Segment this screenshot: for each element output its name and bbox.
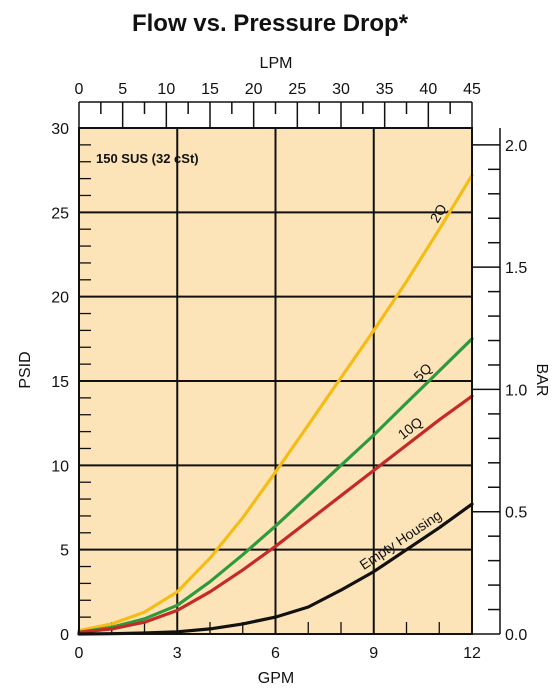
y-tick-label: 5 xyxy=(60,543,69,560)
x-tick-label: 12 xyxy=(463,645,481,662)
series-lines xyxy=(77,173,474,636)
top-axis: 0 5 10 15 20 25 30 35 40 45 xyxy=(75,81,481,128)
y-tick-label: 0 xyxy=(60,627,69,644)
chart-title: Flow vs. Pressure Drop* xyxy=(132,10,409,37)
y-tick-label: 30 xyxy=(51,121,69,138)
y2-tick-label: 1.0 xyxy=(505,382,527,399)
y2-tick-label: 0.0 xyxy=(505,627,527,644)
series-line-1 xyxy=(77,337,474,634)
x2-tick-label: 45 xyxy=(463,81,481,98)
top-axis-label: LPM xyxy=(260,55,293,72)
x2-tick-label: 10 xyxy=(157,81,175,98)
x2-tick-label: 40 xyxy=(419,81,437,98)
series-line-0 xyxy=(77,173,474,633)
bottom-axis-label: GPM xyxy=(258,670,294,687)
y-tick-label: 20 xyxy=(51,290,69,307)
x2-tick-label: 0 xyxy=(75,81,84,98)
right-axis-label: BAR xyxy=(533,364,550,397)
x2-tick-label: 15 xyxy=(201,81,219,98)
x-tick-label: 9 xyxy=(369,645,378,662)
y2-tick-label: 0.5 xyxy=(505,505,527,522)
series-line-2 xyxy=(77,394,474,634)
x2-tick-label: 35 xyxy=(376,81,394,98)
x2-tick-label: 30 xyxy=(332,81,350,98)
x-tick-label: 3 xyxy=(173,645,182,662)
y2-tick-label: 2.0 xyxy=(505,138,527,155)
y2-tick-label: 1.5 xyxy=(505,260,527,277)
bottom-axis-ticks: 0 3 6 9 12 xyxy=(75,645,481,662)
right-axis: 0.0 0.5 1.0 1.5 2.0 xyxy=(472,128,527,644)
left-axis-label: PSID xyxy=(17,351,34,388)
left-axis-ticks: 0 5 10 15 20 25 30 xyxy=(51,121,69,644)
x2-tick-label: 25 xyxy=(288,81,306,98)
plot-frame xyxy=(78,127,473,635)
viscosity-note: 150 SUS (32 cSt) xyxy=(96,151,199,166)
y-tick-label: 25 xyxy=(51,205,69,222)
y-tick-label: 15 xyxy=(51,374,69,391)
minor-ticks xyxy=(79,144,440,634)
y-tick-label: 10 xyxy=(51,458,69,475)
x-tick-label: 0 xyxy=(75,645,84,662)
x2-tick-label: 5 xyxy=(118,81,127,98)
x2-tick-label: 20 xyxy=(245,81,263,98)
x-tick-label: 6 xyxy=(271,645,280,662)
